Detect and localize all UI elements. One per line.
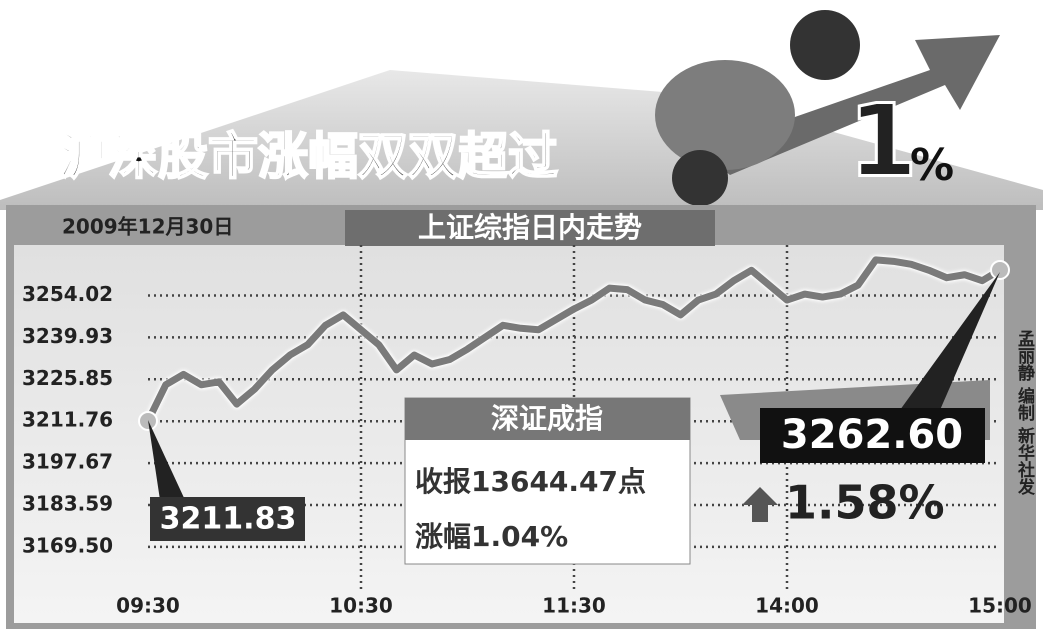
y-tick-label: 3197.67 — [22, 450, 113, 474]
boxing-glove — [790, 10, 860, 80]
credit: 孟丽静 编制 新华社发 — [1014, 330, 1036, 496]
headline: 沪深股市涨幅双双超过 — [58, 128, 558, 186]
close-pointer — [900, 272, 1000, 410]
open-box — [150, 497, 305, 541]
x-tick-label: 11:30 — [542, 594, 606, 618]
subtitle: 上证综指日内走势 — [418, 211, 642, 244]
close-label: 3262.60 — [781, 412, 963, 458]
shenzhen-title: 深证成指 — [491, 402, 603, 435]
endpoint — [138, 410, 158, 431]
x-tick-label: 15:00 — [968, 594, 1032, 618]
headline-number: 1 — [848, 82, 918, 199]
mountain — [0, 70, 1043, 210]
up-arrow — [742, 487, 778, 522]
change-label: 1.58% — [785, 476, 945, 530]
shenzhen-change: 涨幅1.04% — [415, 520, 568, 553]
bull — [655, 60, 795, 170]
shenzhen-header — [405, 398, 690, 440]
y-tick-label: 3169.50 — [22, 533, 113, 557]
x-tick-label: 09:30 — [116, 594, 180, 618]
y-tick-label: 3183.59 — [22, 491, 113, 515]
boxing-glove — [672, 150, 728, 206]
subtitle-box — [345, 210, 715, 246]
endpoint — [990, 259, 1010, 280]
y-tick-label: 3239.93 — [22, 324, 113, 348]
date: 2009年12月30日 — [62, 215, 233, 239]
open-label: 3211.83 — [160, 502, 297, 537]
y-tick-label: 3254.02 — [22, 282, 113, 306]
y-tick-label: 3211.76 — [22, 408, 113, 432]
line — [144, 256, 1002, 423]
y-tick-label: 3225.85 — [22, 366, 113, 390]
x-tick-label: 14:00 — [755, 594, 819, 618]
headline-unit: % — [910, 140, 954, 191]
close-box — [760, 408, 985, 463]
x-tick-label: 10:30 — [329, 594, 393, 618]
shenzhen-close: 收报13644.47点 — [415, 465, 646, 498]
open-pointer — [148, 420, 185, 500]
